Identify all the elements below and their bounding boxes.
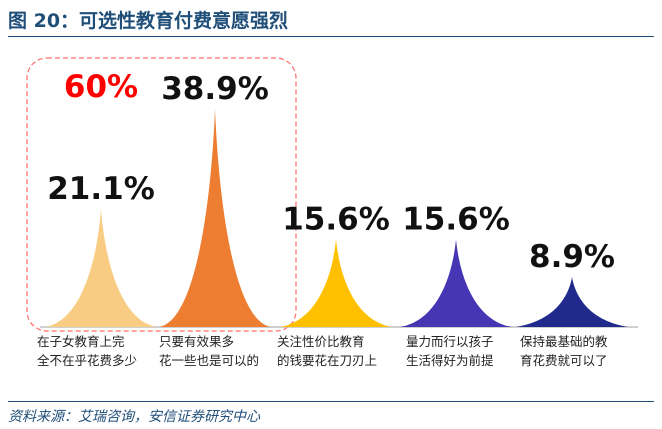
data-label-5: 8.9% [529, 239, 615, 275]
category-label-2-line-2: 花一些也是可以的 [159, 353, 259, 368]
data-label-1: 21.1% [47, 171, 155, 207]
category-label-5-line-2: 育花费就可以了 [520, 353, 608, 368]
bar-2 [159, 109, 271, 327]
highlight-label: 60% [64, 69, 138, 105]
source-note: 资料来源：艾瑞咨询，安信证券研究中心 [8, 409, 260, 425]
data-label-2: 38.9% [161, 71, 269, 107]
data-label-4: 15.6% [402, 202, 510, 238]
category-label-3-line-2: 的钱要花在刀刃上 [277, 353, 377, 368]
category-label-5-line-1: 保持最基础的教 [520, 334, 608, 349]
bar-4 [400, 239, 512, 327]
bar-5 [516, 277, 628, 327]
category-label-4-line-2: 生活得好为前提 [406, 353, 494, 368]
category-label-4-line-1: 量力而行以孩子 [406, 334, 494, 349]
title-rule [8, 36, 654, 37]
bar-1 [45, 208, 157, 327]
category-label-1-line-2: 全不在乎花费多少 [37, 353, 137, 368]
category-label-2-line-1: 只要有效果多 [159, 334, 234, 349]
figure-title: 图 20：可选性教育付费意愿强烈 [8, 10, 289, 32]
data-label-3: 15.6% [282, 202, 390, 238]
category-label-1-line-1: 在子女教育上完 [37, 334, 125, 349]
highlight-box [26, 57, 297, 332]
bar-3 [280, 239, 392, 327]
category-label-3-line-1: 关注性价比教育 [277, 334, 365, 349]
source-rule [8, 401, 654, 402]
